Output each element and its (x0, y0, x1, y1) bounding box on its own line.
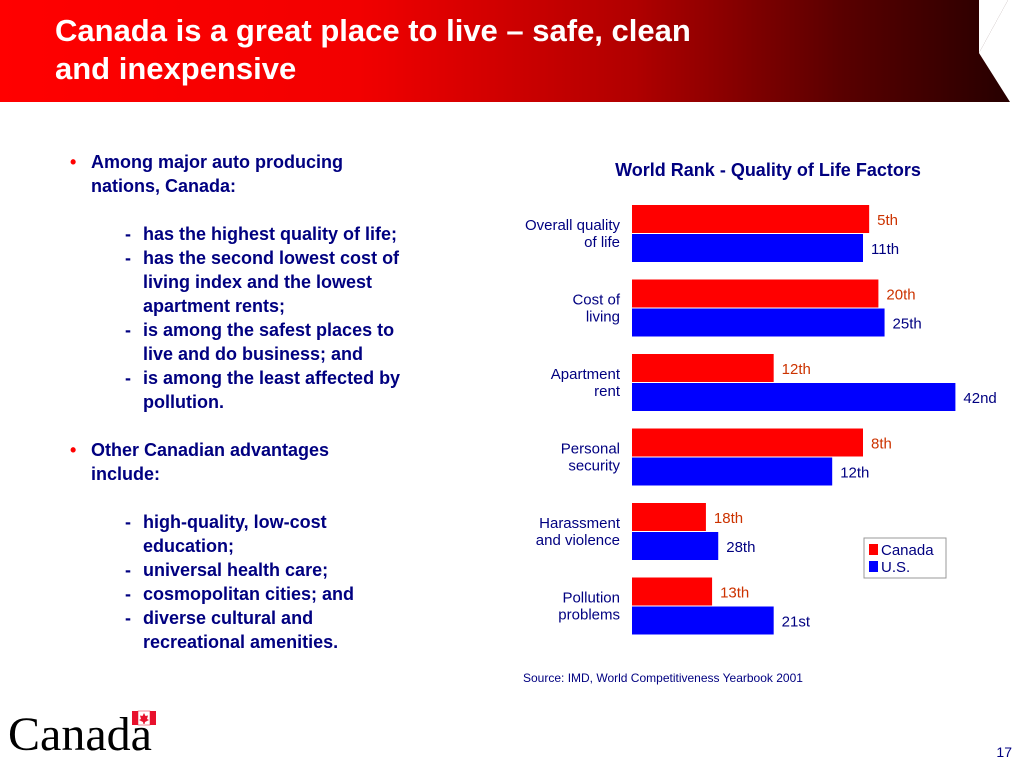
legend-swatch (869, 544, 878, 555)
sub-bullet-line: has the second lowest cost of (143, 248, 400, 268)
bar-canada (632, 428, 863, 457)
category-label: living (586, 309, 620, 326)
sub-bullet-item: - has the second lowest cost of living ind… (70, 246, 450, 318)
sub-bullet-line: universal health care; (143, 560, 329, 580)
legend-swatch (869, 561, 878, 572)
bar-value-label: 28th (726, 539, 755, 556)
legend-label: U.S. (881, 559, 910, 576)
sub-bullet-line: recreational amenities. (143, 632, 339, 652)
bar-value-label: 42nd (963, 390, 996, 407)
title-line: and inexpensive (55, 51, 297, 86)
bar-value-label: 5th (877, 212, 898, 229)
bullet-item: • Among major auto producing nations, Cana… (70, 150, 450, 198)
category-label: Apartment (551, 366, 621, 383)
sub-bullet-line: cosmopolitan cities; and (143, 584, 355, 604)
category-label: of life (584, 234, 620, 251)
sub-bullet-item: - high-quality, low-cost education; (70, 510, 450, 558)
sub-bullet-dash: - (125, 368, 131, 388)
sub-bullet-dash: - (125, 320, 131, 340)
category-label: Pollution (562, 590, 620, 607)
sub-bullet-line: apartment rents; (143, 296, 286, 316)
bar-value-label: 13th (720, 585, 749, 602)
sub-bullet-item: - universal health care; (70, 558, 450, 582)
bar-value-label: 18th (714, 510, 743, 527)
sub-bullet-dash: - (125, 224, 131, 244)
category-label: Harassment (539, 515, 621, 532)
category-label: and violence (536, 532, 620, 549)
bar-us (632, 532, 719, 560)
sub-bullet-line: pollution. (143, 392, 224, 412)
source-note: Source: IMD, World Competitiveness Yearb… (523, 671, 803, 685)
sub-bullet-dash: - (125, 248, 131, 268)
bullet-line: Among major auto producing (91, 152, 343, 172)
bar-value-label: 12th (840, 465, 869, 482)
category-label: security (568, 458, 620, 475)
bar-us (632, 234, 863, 262)
sub-bullet-line: diverse cultural and (143, 608, 314, 628)
page-number: 17 (996, 744, 1012, 760)
bar-value-label: 25th (893, 316, 922, 333)
category-label: Cost of (572, 292, 620, 309)
bullet-list: • Among major auto producing nations, Cana… (70, 150, 450, 654)
sub-bullet-line: high-quality, low-cost (143, 512, 327, 532)
canada-wordmark-logo: Canada (8, 708, 156, 756)
title-banner (0, 0, 1024, 102)
banner-notch-shape (979, 0, 1024, 102)
bullet-item: • Other Canadian advantages include: (70, 438, 450, 486)
bar-value-label: 21st (782, 614, 811, 631)
bullet-marker: • (70, 152, 77, 172)
sub-bullet-item: - diverse cultural and recreational amenit… (70, 606, 450, 654)
chart-title: World Rank - Quality of Life Factors (615, 160, 921, 180)
bar-value-label: 8th (871, 436, 892, 453)
bar-us (632, 457, 833, 486)
sub-bullet-item: - is among the safest places to live and d… (70, 318, 450, 366)
sub-bullet-item: - cosmopolitan cities; and (70, 582, 450, 606)
sub-bullet-line: education; (143, 536, 235, 556)
sub-bullet-line: is among the least affected by (143, 368, 401, 388)
bar-us (632, 308, 885, 337)
bar-canada (632, 279, 879, 308)
category-label: rent (594, 383, 621, 400)
sub-bullet-line: live and do business; and (143, 344, 364, 364)
bar-canada (632, 354, 774, 382)
bullet-marker: • (70, 440, 77, 460)
legend-label: Canada (881, 542, 934, 559)
category-label: problems (558, 607, 620, 624)
bullet-line: Other Canadian advantages (91, 440, 330, 460)
sub-bullet-item: - is among the least affected by pollution… (70, 366, 450, 414)
logo-text: Canada (8, 708, 152, 756)
sub-bullet-line: has the highest quality of life; (143, 224, 398, 244)
bar-value-label: 20th (886, 287, 915, 304)
category-label: Overall quality (525, 217, 621, 234)
sub-bullet-dash: - (125, 512, 131, 532)
bullet-line: nations, Canada: (91, 176, 237, 196)
bar-value-label: 11th (871, 241, 899, 258)
bar-us (632, 606, 774, 635)
bar-value-label: 12th (782, 361, 811, 378)
category-label: Personal (561, 441, 620, 458)
slide-title: Canada is a great place to live – safe, … (55, 12, 875, 88)
bar-canada (632, 577, 713, 606)
bar-us (632, 383, 956, 411)
sub-bullet-dash: - (125, 608, 131, 628)
sub-bullet-line: living index and the lowest (143, 272, 373, 292)
bar-canada (632, 205, 870, 233)
sub-bullet-dash: - (125, 584, 131, 604)
sub-bullet-item: - has the highest quality of life; (70, 222, 450, 246)
sub-bullet-dash: - (125, 560, 131, 580)
sub-bullet-line: is among the safest places to (143, 320, 395, 340)
canada-flag-icon (132, 710, 156, 726)
bullet-line: include: (91, 464, 161, 484)
bar-canada (632, 503, 706, 531)
title-line: Canada is a great place to live – safe, … (55, 13, 691, 48)
